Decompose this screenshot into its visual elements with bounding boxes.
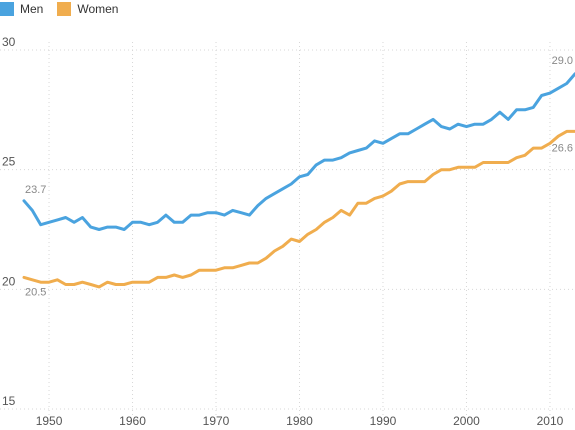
x-tick-label-1960: 1960: [119, 414, 146, 428]
data-label-men-end: 29.0: [552, 55, 573, 67]
series-line-women: [22, 129, 575, 289]
legend-swatch-men: [0, 2, 14, 16]
x-axis-ticks: 1950 1960 1970 1980 1990 2000 2010: [36, 414, 564, 428]
data-label-men-start: 23.7: [25, 184, 46, 196]
y-axis-ticks: 15 20 25 30: [2, 35, 16, 408]
y-tick-label-15: 15: [2, 394, 16, 408]
legend-item-men: Men: [0, 2, 43, 16]
x-tick-label-2010: 2010: [537, 414, 564, 428]
y-tick-label-20: 20: [2, 274, 16, 288]
data-label-women-end: 26.6: [552, 142, 573, 154]
data-labels: 23.7 29.0 20.5 26.6: [25, 55, 573, 298]
data-label-women-start: 20.5: [25, 286, 46, 298]
x-tick-label-1970: 1970: [203, 414, 230, 428]
y-tick-label-30: 30: [2, 35, 16, 49]
grid: [0, 42, 575, 417]
x-tick-label-1950: 1950: [36, 414, 63, 428]
legend-swatch-women: [57, 2, 72, 16]
series-line-men: [22, 72, 575, 231]
x-tick-label-2000: 2000: [453, 414, 480, 428]
legend-item-women: Women: [57, 2, 118, 16]
x-tick-label-1990: 1990: [370, 414, 397, 428]
legend-label-men: Men: [20, 2, 44, 16]
series: [22, 72, 575, 289]
y-tick-label-25: 25: [2, 155, 16, 169]
legend: Men Women: [0, 0, 132, 18]
legend-label-women: Women: [77, 2, 119, 16]
x-tick-label-1980: 1980: [286, 414, 313, 428]
